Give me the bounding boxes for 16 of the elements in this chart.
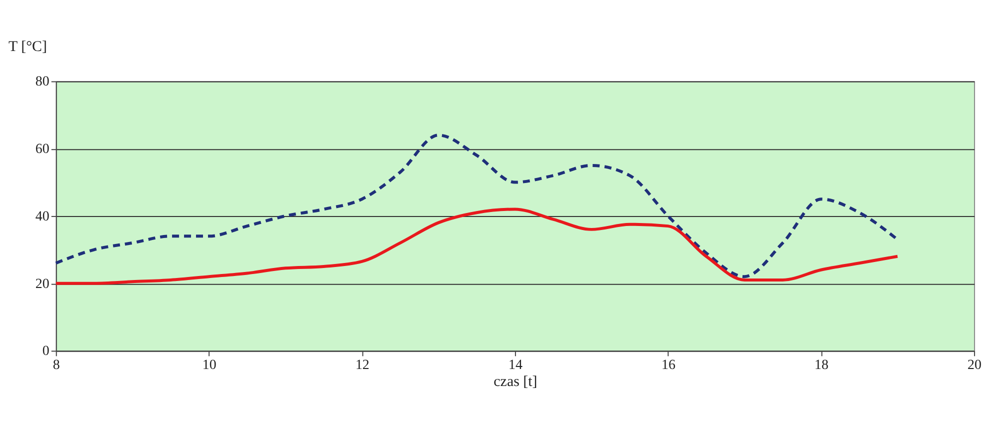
x-tick-label: 20 [968,358,982,374]
y-tick-label: 20 [35,276,50,292]
line-series [54,134,900,278]
x-tick-label: 18 [814,358,829,374]
line-series [54,208,900,285]
y-axis-title: T [°C] [8,38,47,55]
y-tick-label: 0 [42,344,50,360]
y-tick-label: 80 [35,74,50,90]
x-axis-title: czas [t] [494,374,538,390]
y-tick-label: 60 [35,142,50,158]
y-tick-label: 40 [35,209,50,224]
x-tick-label: 8 [52,358,60,374]
x-tick-label: 14 [508,358,522,374]
x-tick-label: 12 [355,358,370,374]
x-tick-label: 10 [202,358,216,374]
x-tick-label: 16 [662,358,676,374]
